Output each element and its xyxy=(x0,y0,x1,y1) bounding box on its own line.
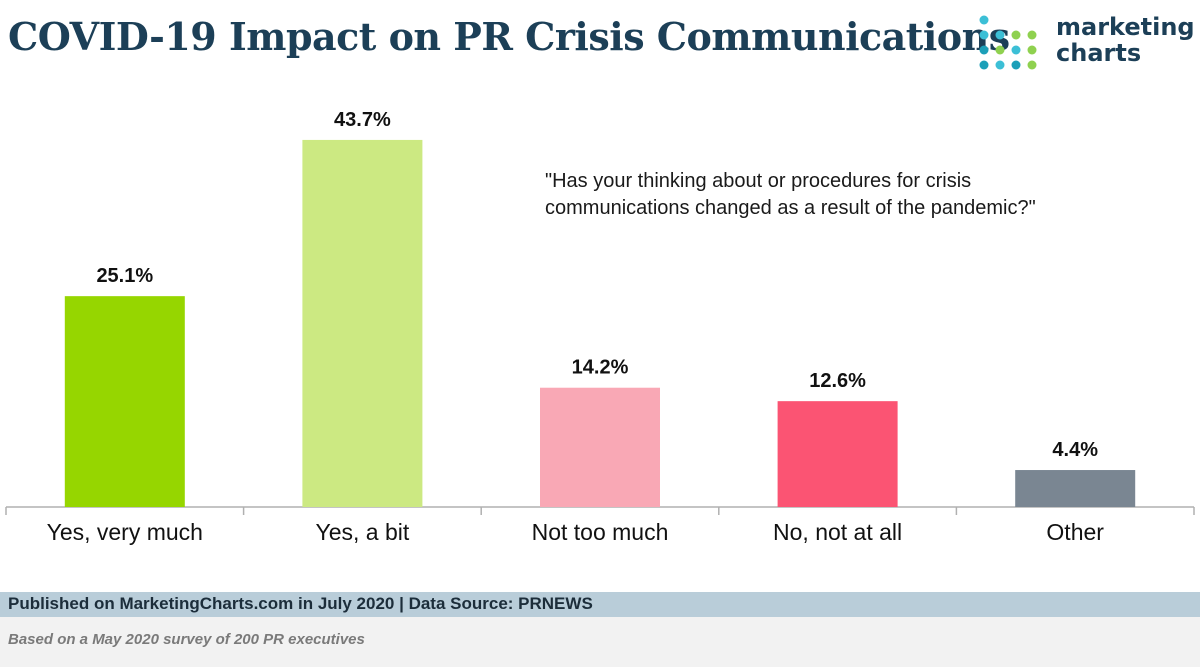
logo-dot xyxy=(979,15,989,25)
logo-dot xyxy=(979,60,989,70)
logo-line-2: charts xyxy=(1056,39,1142,67)
logo-dot xyxy=(979,30,989,40)
category-label: No, not at all xyxy=(773,519,902,545)
bar xyxy=(64,296,185,507)
logo-dots-icon xyxy=(979,15,1037,70)
data-label: 14.2% xyxy=(572,357,629,379)
data-label: 25.1% xyxy=(96,265,153,287)
data-label: 12.6% xyxy=(809,370,866,392)
category-label: Other xyxy=(1046,519,1104,545)
survey-question: "Has your thinking about or procedures f… xyxy=(545,170,1036,219)
footer-note-text: Based on a May 2020 survey of 200 PR exe… xyxy=(8,631,365,648)
logo-dot xyxy=(995,60,1005,70)
logo-dot xyxy=(1011,45,1021,55)
bar xyxy=(1015,470,1136,507)
logo-wordmark: marketing charts xyxy=(1056,14,1195,66)
footer-source-bar: Published on MarketingCharts.com in July… xyxy=(0,592,1200,617)
logo-dot xyxy=(1027,45,1037,55)
bar xyxy=(540,387,660,507)
logo-dot xyxy=(979,45,989,55)
category-label: Not too much xyxy=(532,519,669,545)
bar xyxy=(302,139,423,508)
chart-title: COVID-19 Impact on PR Crisis Communicati… xyxy=(8,14,1010,59)
marketingcharts-logo[interactable]: marketing charts xyxy=(978,14,1195,74)
bar xyxy=(777,401,898,507)
logo-dot xyxy=(1011,30,1021,40)
logo-line-1: marketing xyxy=(1056,13,1195,41)
logo-dot xyxy=(1027,60,1037,70)
category-label: Yes, a bit xyxy=(316,519,410,545)
footer-note-area: Based on a May 2020 survey of 200 PR exe… xyxy=(0,617,1200,667)
data-label: 4.4% xyxy=(1052,439,1098,461)
logo-dot xyxy=(1011,60,1021,70)
bar-chart: 25.1% Yes, very much 43.7% Yes, a bit 14.2% N… xyxy=(5,109,1195,545)
logo-dot xyxy=(995,45,1005,55)
footer-source-text: Published on MarketingCharts.com in July… xyxy=(8,594,593,613)
category-label: Yes, very much xyxy=(47,519,203,545)
data-label: 43.7% xyxy=(334,109,391,131)
logo-dot xyxy=(1027,30,1037,40)
logo-dot xyxy=(995,30,1005,40)
